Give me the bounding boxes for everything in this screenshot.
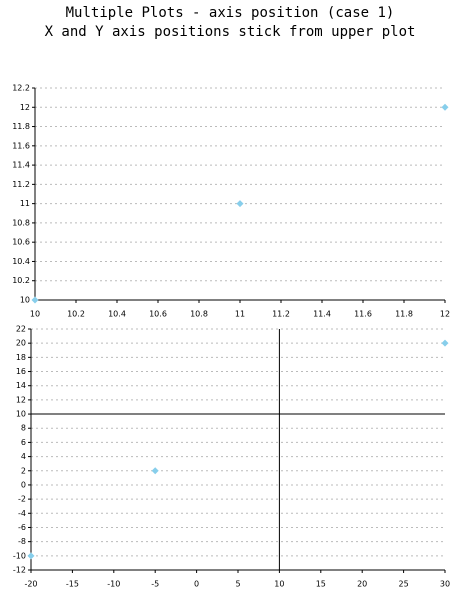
x-tick-label: 11.6: [354, 310, 372, 319]
x-tick-label: 10.6: [149, 310, 167, 319]
y-tick-label: 14: [16, 381, 26, 390]
y-tick-label: -6: [18, 523, 26, 532]
y-tick-label: 10.2: [12, 276, 30, 285]
point: [441, 339, 449, 347]
x-tick-label: 5: [235, 580, 240, 589]
x-tick-label: 11: [235, 310, 245, 319]
x-tick-label: 11.8: [395, 310, 413, 319]
point: [441, 103, 449, 111]
y-tick-label: 20: [16, 339, 26, 348]
y-tick-label: 16: [16, 367, 26, 376]
y-tick-label: 12: [20, 103, 30, 112]
chart-subtitle: X and Y axis positions stick from upper …: [45, 24, 416, 40]
y-tick-label: -10: [13, 551, 26, 560]
y-tick-label: 18: [16, 353, 26, 362]
x-tick-label: 10.2: [67, 310, 85, 319]
y-tick-label: 4: [21, 452, 26, 461]
x-tick-label: -10: [107, 580, 120, 589]
x-tick-label: 10.8: [190, 310, 208, 319]
x-tick-label: -5: [151, 580, 159, 589]
point: [31, 296, 39, 304]
y-tick-label: 12: [16, 395, 26, 404]
y-tick-label: 22: [16, 325, 26, 334]
x-tick-label: 10: [274, 580, 284, 589]
y-tick-label: 11.6: [12, 141, 30, 150]
y-tick-label: 11.8: [12, 122, 30, 131]
x-tick-label: 25: [399, 580, 409, 589]
y-tick-label: -2: [18, 495, 26, 504]
x-tick-label: -20: [24, 580, 37, 589]
y-tick-label: 10: [16, 410, 26, 419]
x-tick-label: -15: [66, 580, 79, 589]
y-tick-label: 10.8: [12, 218, 30, 227]
x-tick-label: 10.4: [108, 310, 126, 319]
y-tick-label: -4: [18, 509, 26, 518]
y-tick-label: 11.2: [12, 180, 30, 189]
chart-title: Multiple Plots - axis position (case 1): [66, 5, 395, 21]
y-tick-label: -8: [18, 537, 26, 546]
y-tick-label: 0: [21, 480, 26, 489]
y-tick-label: 10.6: [12, 238, 30, 247]
y-tick-label: 10: [20, 296, 30, 305]
point: [151, 467, 159, 475]
y-tick-label: 11: [20, 199, 30, 208]
x-tick-label: 30: [440, 580, 450, 589]
x-tick-label: 11.4: [313, 310, 331, 319]
y-tick-label: 2: [21, 466, 26, 475]
x-tick-label: 11.2: [272, 310, 290, 319]
x-tick-label: 10: [30, 310, 40, 319]
x-tick-label: 20: [357, 580, 367, 589]
y-tick-label: 10.4: [12, 257, 30, 266]
x-tick-label: 12: [440, 310, 450, 319]
y-tick-label: 12.2: [12, 84, 30, 93]
y-tick-label: -12: [13, 566, 26, 575]
y-tick-label: 6: [21, 438, 26, 447]
point: [27, 552, 35, 560]
x-tick-label: 15: [316, 580, 326, 589]
x-tick-label: 0: [194, 580, 199, 589]
y-tick-label: 11.4: [12, 161, 30, 170]
point: [236, 200, 244, 208]
y-tick-label: 8: [21, 424, 26, 433]
